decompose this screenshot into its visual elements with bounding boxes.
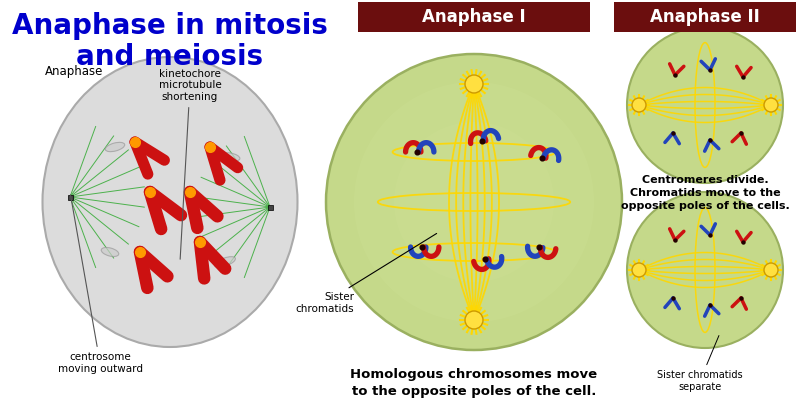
Circle shape (465, 75, 483, 93)
Text: Homologous chromosomes move
to the opposite poles of the cell.: Homologous chromosomes move to the oppos… (350, 368, 598, 398)
Ellipse shape (106, 142, 125, 152)
Circle shape (354, 82, 594, 322)
Ellipse shape (214, 257, 235, 267)
Circle shape (326, 54, 622, 350)
Text: kinetochore
microtubule
shortening: kinetochore microtubule shortening (158, 69, 222, 259)
Circle shape (632, 98, 646, 112)
Text: centrosome
moving outward: centrosome moving outward (58, 195, 142, 374)
Text: Anaphase II: Anaphase II (650, 8, 760, 26)
Circle shape (465, 311, 483, 329)
Circle shape (632, 263, 646, 277)
Ellipse shape (220, 153, 240, 161)
Text: Sister chromatids
separate: Sister chromatids separate (657, 336, 743, 391)
Bar (358, 2, 590, 32)
Ellipse shape (42, 57, 298, 347)
Bar (67, 194, 73, 200)
Circle shape (394, 122, 554, 282)
Circle shape (764, 98, 778, 112)
Ellipse shape (102, 247, 118, 257)
Text: Sister
chromatids: Sister chromatids (295, 234, 437, 314)
Bar (614, 2, 796, 32)
Circle shape (627, 27, 783, 183)
Text: Anaphase: Anaphase (45, 65, 103, 78)
Bar (267, 205, 273, 210)
Text: Anaphase in mitosis
and meiosis: Anaphase in mitosis and meiosis (12, 12, 328, 71)
Text: Anaphase I: Anaphase I (422, 8, 526, 26)
Text: Centromeres divide.
Chromatids move to the
opposite poles of the cells.: Centromeres divide. Chromatids move to t… (621, 175, 790, 211)
Circle shape (764, 263, 778, 277)
Circle shape (627, 192, 783, 348)
